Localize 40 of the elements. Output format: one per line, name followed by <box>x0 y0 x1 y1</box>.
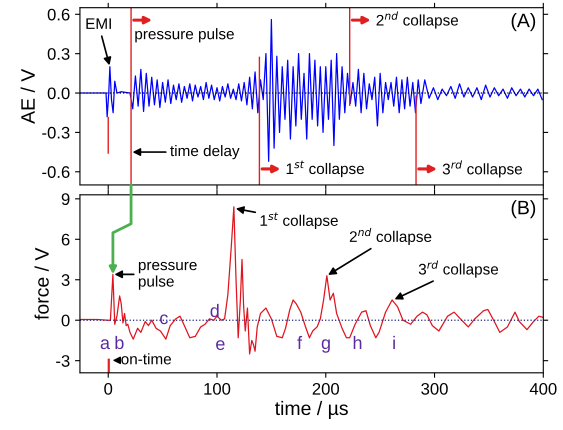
annotation: b <box>115 336 124 350</box>
annotation: 3$^{rd}$ collapse <box>418 260 498 278</box>
annotation: (A) <box>512 13 536 32</box>
y-axis-title: force / V <box>34 248 49 320</box>
ref-line-label: 2$^{nd}$ collapse <box>376 12 458 29</box>
y-tick-label: -0.6 <box>42 166 70 178</box>
annotation: 1$^{st}$ collapse <box>260 212 338 229</box>
x-tick-label: 100 <box>204 382 230 395</box>
annotation: e <box>216 340 225 350</box>
y-tick-label: -0.3 <box>42 126 70 139</box>
y-axis-title: AE / V <box>20 68 35 124</box>
annotation: h <box>354 336 362 349</box>
y-tick-label: 9 <box>62 193 70 206</box>
y-tick-label: -3 <box>56 355 70 367</box>
annotation: EMI <box>86 18 111 29</box>
annotation: 2$^{nd}$ collapse <box>350 228 432 246</box>
annotation: c <box>160 314 168 324</box>
annotation: g <box>322 339 330 353</box>
y-tick-label: 0.0 <box>48 87 70 100</box>
x-tick-label: 0 <box>104 382 112 395</box>
y-tick-label: 0 <box>62 314 70 326</box>
y-tick-label: 0.3 <box>48 48 70 60</box>
x-tick-label: 200 <box>312 382 340 395</box>
annotation: i <box>393 336 395 349</box>
ref-line-label: 3$^{rd}$ collapse <box>442 160 522 178</box>
ref-line-label: pressure pulse <box>135 28 234 42</box>
y-tick-label: 3 <box>62 274 70 286</box>
annotation: d <box>210 304 219 318</box>
ref-line-label: 1$^{st}$ collapse <box>286 160 364 178</box>
x-axis-title: time / µs <box>274 400 348 419</box>
annotation: (B) <box>512 200 536 218</box>
y-tick-label: 6 <box>62 234 70 246</box>
x-tick-label: 300 <box>421 382 448 395</box>
band-label: on-time <box>121 353 171 364</box>
x-tick-label: 400 <box>530 382 557 395</box>
y-tick-label: 0.6 <box>48 8 70 21</box>
annotation: pressure pulse <box>138 262 197 290</box>
annotation: time delay <box>170 144 240 160</box>
annotation: a <box>100 339 110 350</box>
annotation: f <box>297 336 302 349</box>
